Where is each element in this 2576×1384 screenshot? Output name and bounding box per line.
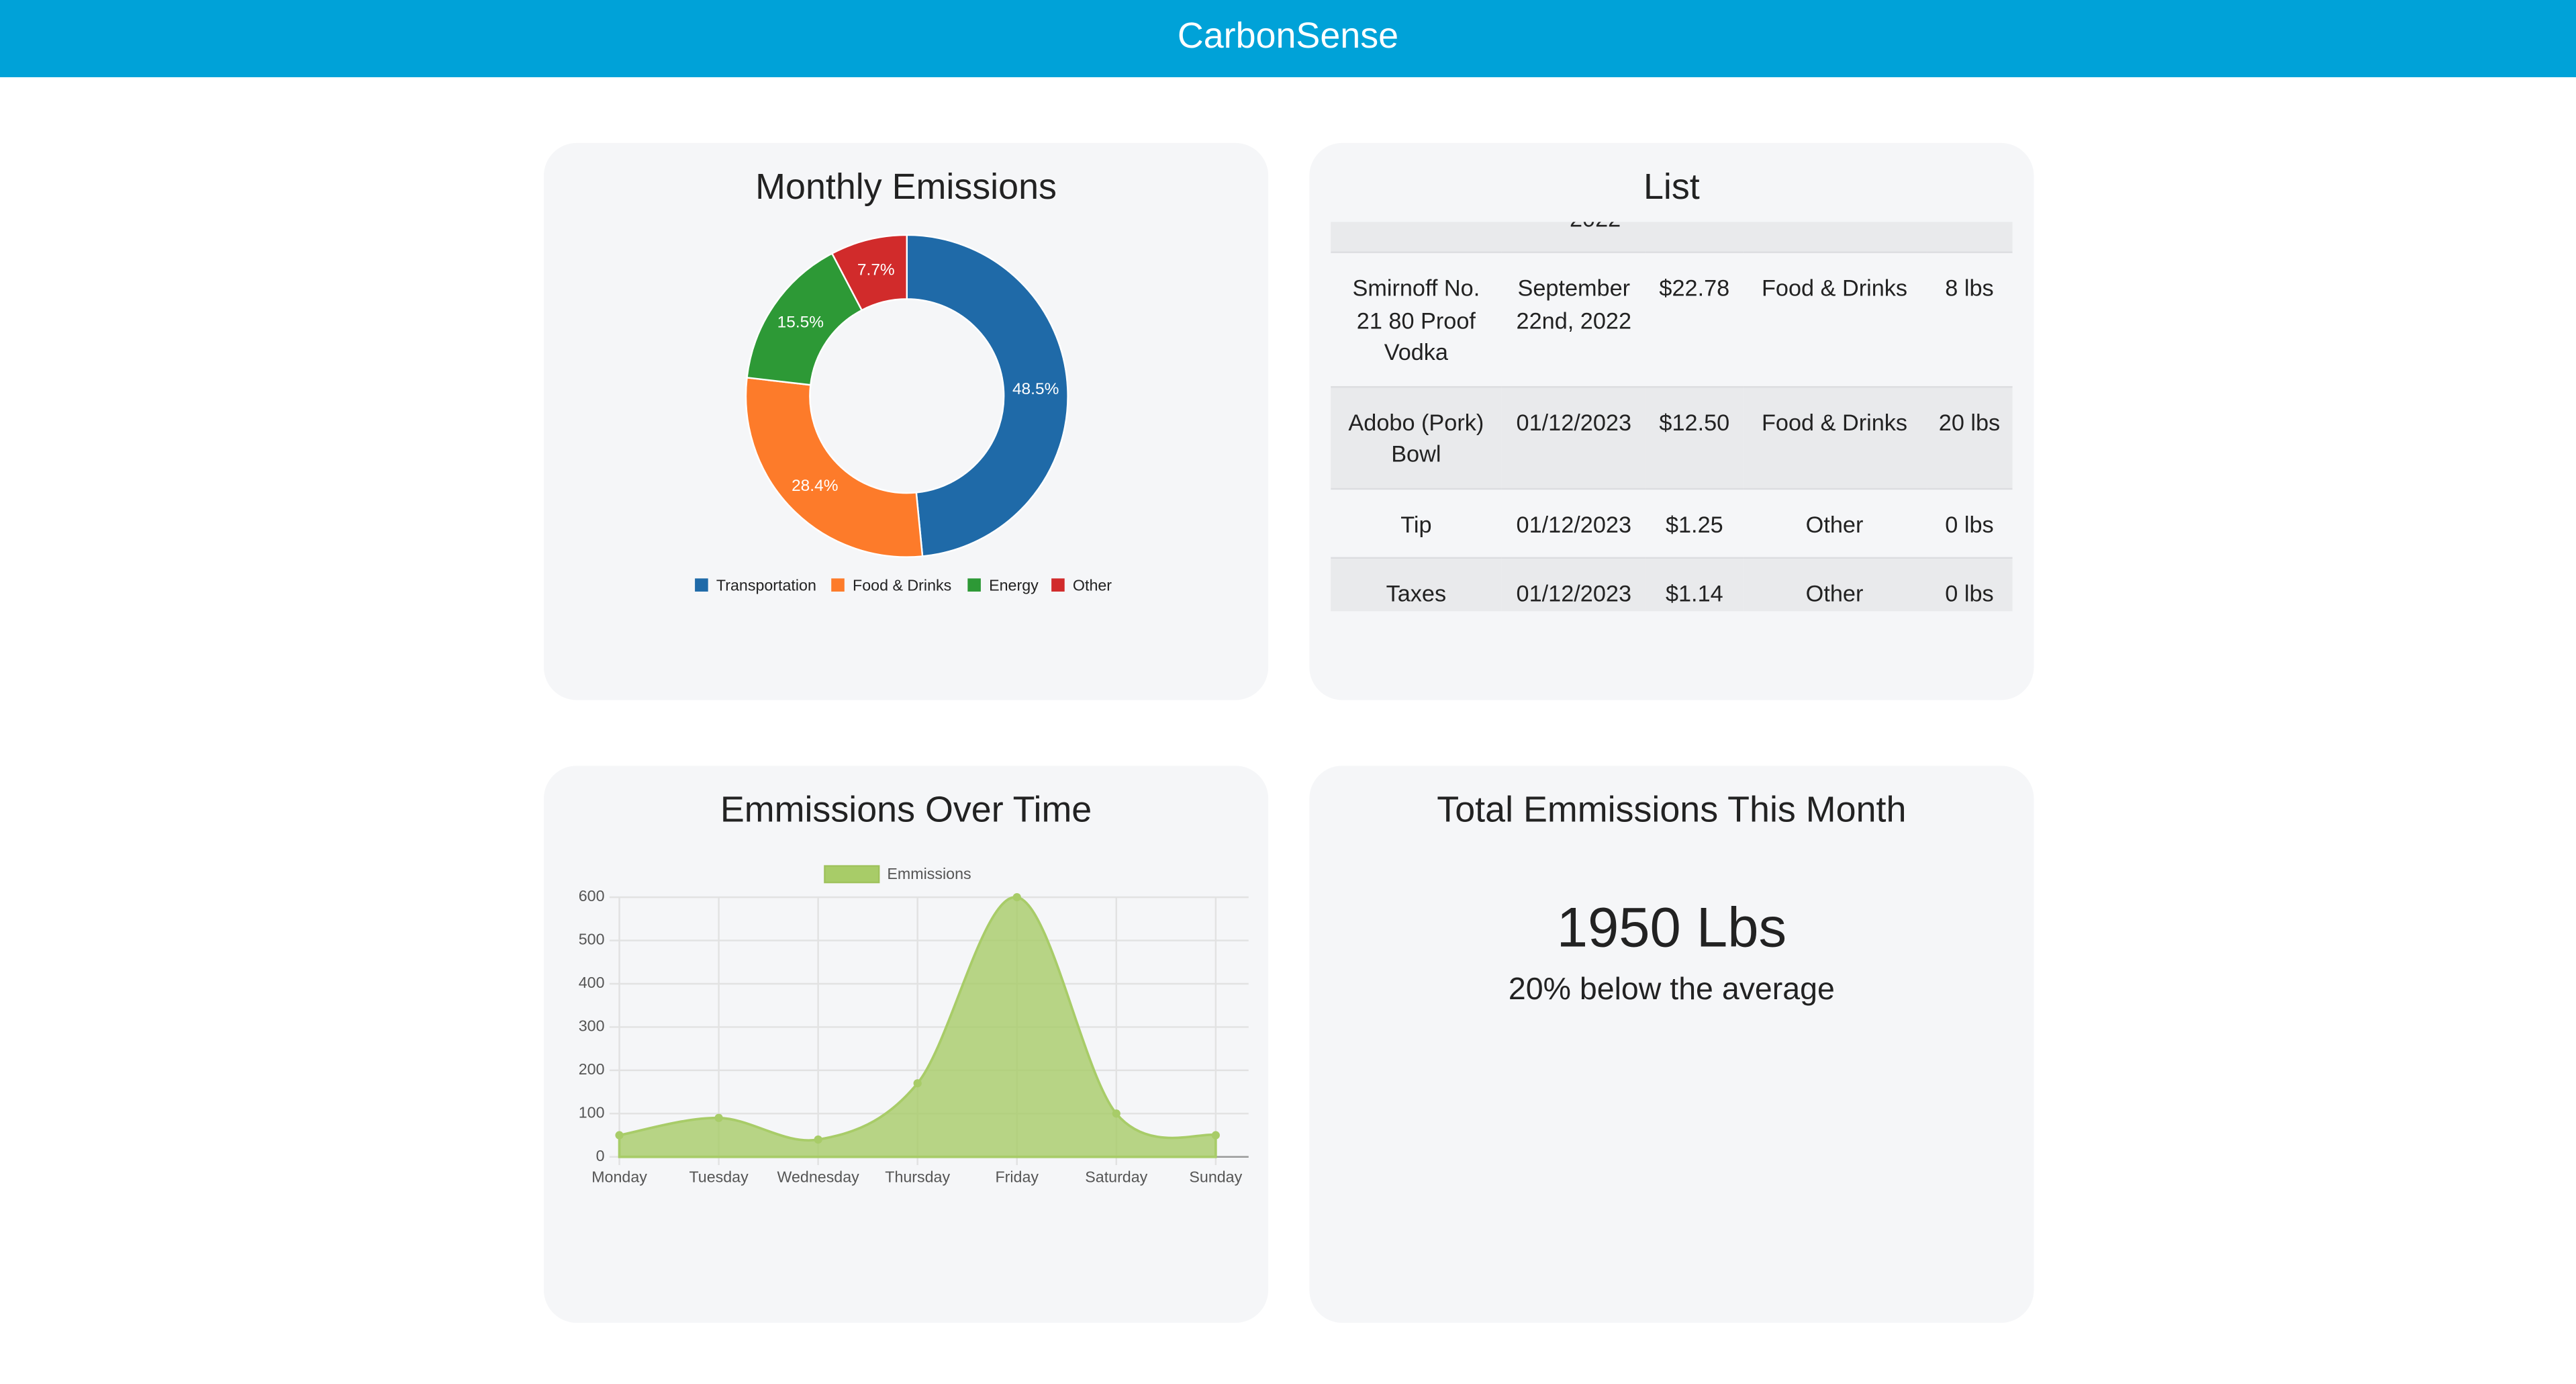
x-tick-label: Saturday [1085, 1168, 1147, 1186]
card-title: Total Emmissions This Month [1437, 788, 1907, 830]
list-card: List 2022 Smirnoff No. 21 80 Proof Vodka… [1309, 142, 2034, 700]
x-tick-label: Monday [591, 1168, 647, 1186]
x-tick-label: Wednesday [777, 1168, 860, 1186]
cell: Other [1742, 487, 1927, 558]
line-card: Emmissions Over Time 0 100 200 300 400 500 600… [543, 766, 1269, 1323]
x-tick-label: Sunday [1189, 1168, 1242, 1186]
point [1211, 1131, 1220, 1140]
y-tick-label: 500 [579, 931, 605, 948]
total-card: Total Emmissions This Month 1950 Lbs 20%… [1309, 766, 2034, 1323]
donut-card: Monthly Emissions 48.5% 28.4% 15.5% 7.7% Tra… [543, 142, 1269, 700]
y-tick-label: 0 [596, 1147, 605, 1164]
cell: Tip [1331, 487, 1502, 558]
slice-label: 15.5% [777, 314, 824, 332]
slice-label: 7.7% [857, 261, 895, 279]
line-chart: 0 100 200 300 400 500 600 Monday Tuesday Wednesda… [579, 865, 1249, 1186]
list-table: 2022 Smirnoff No. 21 80 Proof VodkaSepte… [1331, 222, 2013, 612]
cell: 01/12/2023 [1501, 385, 1646, 488]
legend-label: Other [1073, 577, 1112, 594]
y-tick-label: 400 [579, 974, 605, 991]
table-body: Smirnoff No. 21 80 Proof Vodka September … [1331, 251, 2013, 612]
cell: $1.25 [1645, 487, 1743, 558]
table-row: Adobo (Pork) Bowl 01/12/2023 $12.50 Food & … [1331, 385, 2013, 488]
point [615, 1131, 624, 1140]
x-tick-label: Thursday [885, 1168, 950, 1186]
table-row: Smirnoff No. 21 80 Proof Vodka September … [1331, 251, 2013, 387]
cell: Other [1742, 557, 1927, 612]
cell: Taxes [1331, 557, 1502, 612]
cell: 0 lbs [1926, 557, 2013, 612]
cell: Adobo (Pork) Bowl [1331, 385, 1502, 488]
x-tick-label: Tuesday [689, 1168, 749, 1186]
legend-swatch [967, 578, 981, 592]
legend-swatch [831, 578, 845, 592]
cell: 0 lbs [1926, 487, 2013, 558]
cell: Food & Drinks [1742, 385, 1927, 488]
cell: $12.50 [1645, 385, 1743, 488]
point [913, 1079, 922, 1088]
header-title: CarbonSense [0, 0, 2576, 78]
cell: 20 lbs [1926, 385, 2013, 488]
y-tick-label: 200 [579, 1060, 605, 1078]
legend-label: Food & Drinks [853, 577, 951, 594]
donut-slice [906, 234, 1069, 557]
total-note: 20% below the average [1508, 972, 1835, 1008]
card-title: Emmissions Over Time [720, 788, 1092, 830]
point [1112, 1109, 1120, 1118]
clipped-row: 2022 [1331, 222, 2013, 252]
legend-label: Emmissions [887, 865, 971, 882]
legend-swatch [1051, 578, 1065, 592]
table-row: Taxes 01/12/2023 $1.14 Other 0 lbs [1331, 557, 2013, 612]
legend-swatch [695, 578, 708, 592]
donut-slice [745, 376, 924, 558]
legend-label: Transportation [716, 577, 816, 594]
table-row: Tip 01/12/2023 $1.25 Other 0 lbs [1331, 487, 2013, 558]
point [814, 1135, 822, 1144]
y-tick-label: 300 [579, 1017, 605, 1035]
cell: $22.78 [1645, 251, 1743, 387]
x-tick-label: Friday [995, 1168, 1039, 1186]
slice-label: 48.5% [1012, 380, 1059, 398]
point [714, 1113, 723, 1122]
card-title: List [1643, 166, 1700, 207]
cell: September 22nd, 2022 [1501, 251, 1646, 387]
y-tick-label: 100 [579, 1103, 605, 1121]
cell: 01/12/2023 [1501, 487, 1646, 558]
donut-slice [830, 234, 908, 312]
legend-label: Energy [989, 577, 1039, 594]
legend-swatch [824, 865, 880, 884]
cell: Smirnoff No. 21 80 Proof Vodka [1331, 251, 1502, 387]
cell: 2022 [1552, 222, 1637, 232]
card-title: Monthly Emissions [755, 166, 1057, 207]
y-tick-label: 600 [579, 887, 605, 905]
cell: 8 lbs [1926, 251, 2013, 387]
donut-chart: 48.5% 28.4% 15.5% 7.7% Transportation Food & … [695, 234, 1112, 594]
slice-label: 28.4% [792, 477, 838, 495]
point [1012, 892, 1021, 902]
cell: 01/12/2023 [1501, 557, 1646, 612]
total-value: 1950 Lbs [1556, 897, 1787, 960]
cell: $1.14 [1645, 557, 1743, 612]
cell: Food & Drinks [1742, 251, 1927, 387]
